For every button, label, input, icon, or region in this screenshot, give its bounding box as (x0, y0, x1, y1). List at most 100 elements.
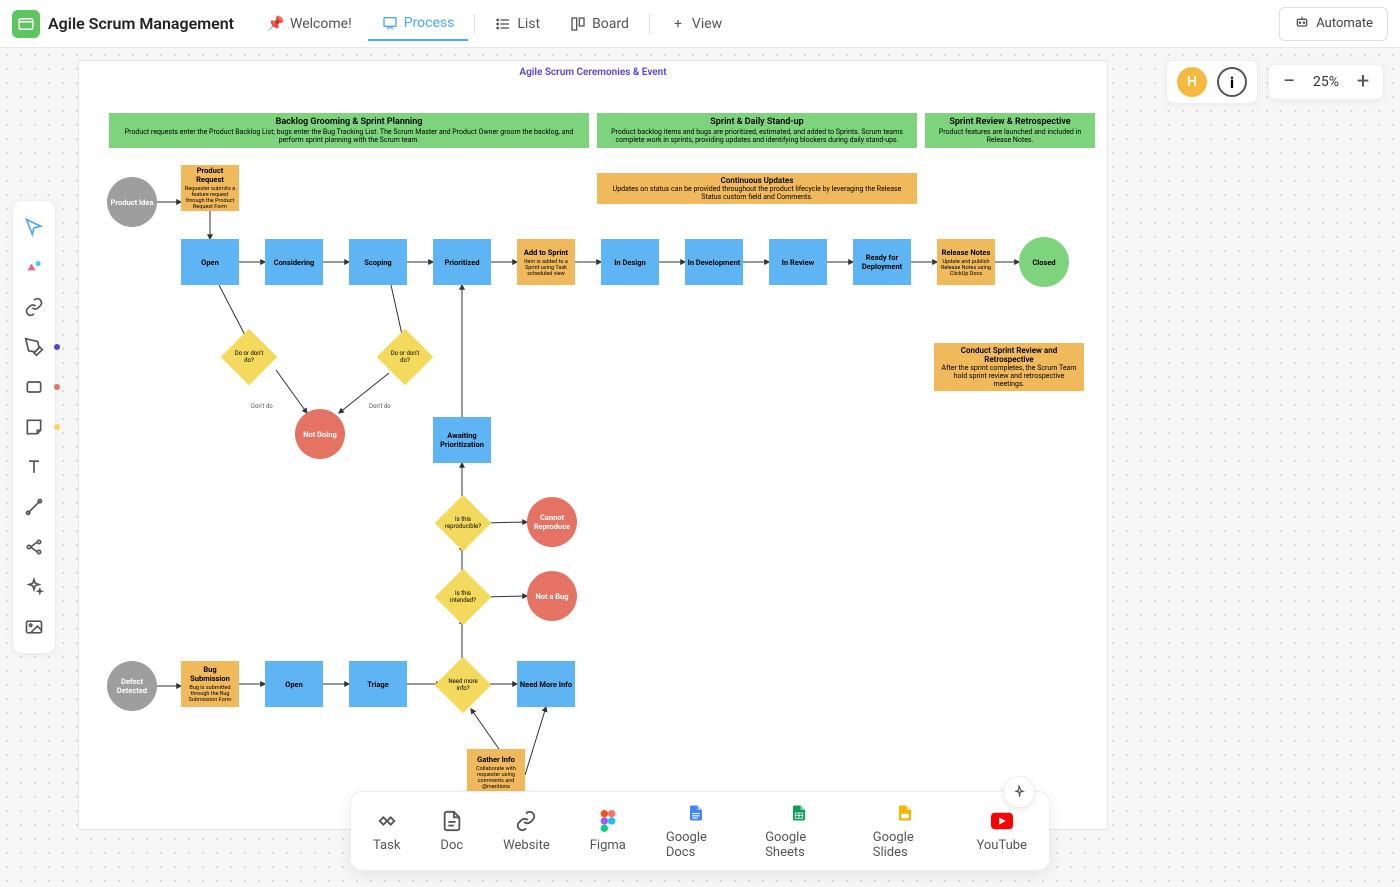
node-label: Ready for Deployment (855, 253, 909, 271)
avatar-group: H i (1166, 60, 1258, 104)
tool-ai[interactable] (16, 569, 52, 605)
node-label: In Design (614, 258, 646, 267)
tab-process[interactable]: Process (368, 7, 469, 41)
robot-icon (1294, 14, 1310, 34)
dock-item-gdocs[interactable]: Google Docs (666, 802, 725, 860)
whiteboard-icon (382, 15, 398, 31)
flow-node-release_notes[interactable]: Release NotesUpdate and publish Release … (937, 239, 995, 285)
whiteboard-title: Agile Scrum Ceremonies & Event (79, 61, 1107, 84)
node-label: Scoping (364, 258, 391, 267)
dock-item-task[interactable]: Task (373, 810, 400, 853)
tab-add-view[interactable]: + View (656, 8, 736, 40)
tab-board[interactable]: Board (556, 8, 643, 40)
flow-node-triage[interactable]: Triage (349, 661, 407, 707)
node-label: Product RequestRequester submits a featu… (183, 166, 237, 210)
flow-node-dec_more_info[interactable]: Need more info? (435, 657, 492, 714)
flow-node-defect_detected[interactable]: Defect Detected (107, 661, 157, 711)
node-label: Open (285, 680, 303, 689)
node-label: Considering (274, 258, 315, 267)
zoom-in-button[interactable]: + (1353, 71, 1373, 93)
tool-shapes[interactable] (16, 249, 52, 285)
dock-item-website[interactable]: Website (503, 810, 550, 853)
flow-node-awaiting_prio[interactable]: Awaiting Prioritization (433, 417, 491, 463)
gslides-icon (894, 802, 916, 824)
flow-node-add_to_sprint[interactable]: Add to SprintItem is added to a Sprint u… (517, 239, 575, 285)
flow-node-dec_intended[interactable]: Is this intended? (435, 569, 492, 626)
whiteboard: Agile Scrum Ceremonies & Event Backlog G… (78, 60, 1108, 830)
tool-link[interactable] (16, 289, 52, 325)
node-sublabel: Requester submits a feature request thro… (183, 186, 237, 210)
flow-node-not_doing[interactable]: Not Doing (295, 409, 345, 459)
phase-header: Backlog Grooming & Sprint PlanningProduc… (109, 113, 589, 148)
flow-node-considering[interactable]: Considering (265, 239, 323, 285)
divider (649, 14, 650, 34)
banner-title: Conduct Sprint Review and Retrospective (940, 346, 1078, 364)
dock-label: YouTube (977, 838, 1028, 853)
info-button[interactable]: i (1217, 67, 1247, 97)
dock-item-youtube[interactable]: YouTube (977, 810, 1028, 853)
website-icon (515, 810, 537, 832)
tool-pen[interactable] (16, 329, 52, 365)
tool-connector[interactable] (16, 489, 52, 525)
flow-node-dec_scoping[interactable]: Do or don't do? (377, 329, 434, 386)
flow-node-gather_info[interactable]: Gather InfoCollaborate with requester us… (467, 749, 525, 795)
edge-label: Don't do (251, 403, 273, 410)
phase-header: Sprint & Daily Stand-upProduct backlog i… (597, 113, 917, 148)
flow-node-need_more_info[interactable]: Need More Info (517, 661, 575, 707)
phase-subtitle: Product requests enter the Product Backl… (125, 128, 574, 144)
board-icon (570, 16, 586, 32)
flow-node-prioritized[interactable]: Prioritized (433, 239, 491, 285)
user-avatar[interactable]: H (1177, 67, 1207, 97)
flow-node-dec_considering[interactable]: Do or don't do? (221, 329, 278, 386)
tool-pointer[interactable] (16, 209, 52, 245)
tool-text[interactable] (16, 449, 52, 485)
flow-node-product_request[interactable]: Product RequestRequester submits a featu… (181, 165, 239, 211)
left-toolbar (12, 200, 56, 654)
dock-item-gsheets[interactable]: Google Sheets (765, 802, 833, 860)
flow-node-dec_reproducible[interactable]: Is this reproducible? (435, 495, 492, 552)
tool-mindmap[interactable] (16, 529, 52, 565)
tool-image[interactable] (16, 609, 52, 645)
flow-node-cannot_reproduce[interactable]: Cannot Reproduce (527, 497, 577, 547)
flow-node-open[interactable]: Open (181, 239, 239, 285)
dock-item-gslides[interactable]: Google Slides (873, 802, 937, 860)
canvas[interactable]: Agile Scrum Ceremonies & Event Backlog G… (0, 48, 1400, 887)
flow-node-in_review[interactable]: In Review (769, 239, 827, 285)
tool-rectangle[interactable] (16, 369, 52, 405)
node-label: Not a Bug (535, 592, 568, 601)
flow-node-not_a_bug[interactable]: Not a Bug (527, 571, 577, 621)
node-label: Open (201, 258, 219, 267)
node-label: Awaiting Prioritization (435, 431, 489, 449)
list-icon (495, 16, 511, 32)
node-label: Is this intended? (445, 590, 481, 604)
zoom-value: 25% (1313, 74, 1339, 90)
zoom-controls: − 25% + (1268, 64, 1384, 100)
phase-title: Sprint & Daily Stand-up (603, 117, 911, 127)
flow-node-closed[interactable]: Closed (1019, 237, 1069, 287)
tab-welcome[interactable]: 📌 Welcome! (254, 8, 366, 40)
node-label: Product Idea (111, 198, 154, 207)
pin-icon: 📌 (268, 16, 284, 32)
automate-button[interactable]: Automate (1279, 7, 1388, 41)
node-label: Is this reproducible? (445, 516, 481, 530)
tool-sticky[interactable] (16, 409, 52, 445)
info-banner: Conduct Sprint Review and RetrospectiveA… (934, 343, 1084, 391)
node-label: Need More Info (520, 680, 572, 689)
dock-label: Google Sheets (765, 830, 833, 860)
flow-node-in_design[interactable]: In Design (601, 239, 659, 285)
tab-list[interactable]: List (481, 8, 554, 40)
pin-dock-button[interactable] (1003, 776, 1035, 808)
dock-item-figma[interactable]: Figma (590, 810, 626, 853)
flow-node-product_idea[interactable]: Product Idea (107, 177, 157, 227)
divider (474, 14, 475, 34)
phase-subtitle: Product backlog items and bugs are prior… (611, 128, 903, 144)
flow-node-in_development[interactable]: In Development (685, 239, 743, 285)
dock-item-doc[interactable]: Doc (440, 810, 463, 853)
node-label: Prioritized (444, 258, 479, 267)
flow-node-bug_submission[interactable]: Bug SubmissionBug is submitted through t… (181, 661, 239, 707)
flow-node-bug_open[interactable]: Open (265, 661, 323, 707)
node-label: Not Doing (303, 430, 337, 439)
zoom-out-button[interactable]: − (1279, 71, 1299, 93)
flow-node-ready_deploy[interactable]: Ready for Deployment (853, 239, 911, 285)
flow-node-scoping[interactable]: Scoping (349, 239, 407, 285)
